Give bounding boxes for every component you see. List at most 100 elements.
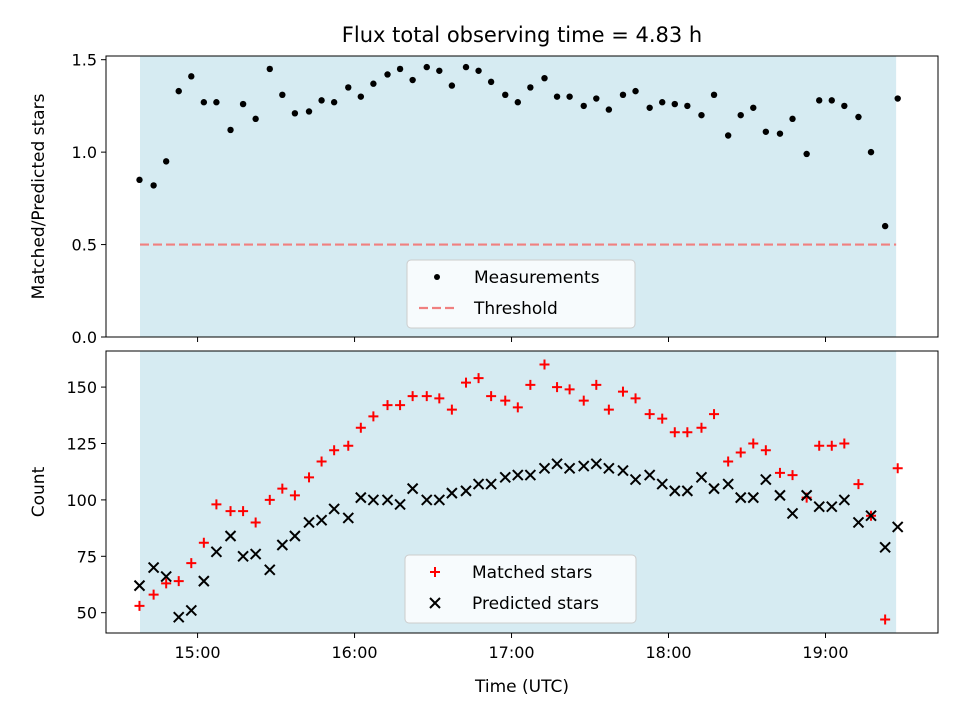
predicted-star-point [237,550,249,563]
matched-star-point [826,440,837,451]
legend-box [406,259,636,329]
matched-star-point [250,517,261,528]
legend-label: Threshold [473,299,558,319]
measurement-point [200,99,208,106]
predicted-star-point [160,570,172,583]
predicted-star-point [173,611,185,623]
predicted-star-point [681,485,694,497]
matched-star-point [880,614,891,625]
matched-star-point [225,506,236,517]
measurement-point [175,87,182,95]
predicted-star-point [551,458,563,470]
predicted-star-point [852,516,865,529]
measurement-point [502,91,509,99]
matched-star-point [421,391,432,402]
predicted-star-point [185,604,197,617]
predicted-star-point [603,462,615,475]
predicted-star-point [826,500,838,513]
predicted-star-point [656,478,668,490]
measurement-point [710,91,718,99]
matched-star-point [238,506,249,517]
predicted-star-point [367,494,380,506]
measurement-point [514,99,522,106]
legend-marker [434,274,440,280]
matched-star-point [774,467,785,478]
measurement-point [252,115,259,123]
matched-star-point [539,359,550,370]
legend-label: Predicted stars [472,594,599,614]
matched-star-point [603,404,614,415]
predicted-star-point [472,478,485,490]
measurement-point [789,115,796,123]
predicted-star-point [210,546,223,558]
matched-star-point [500,395,511,406]
measurement-point [566,93,573,100]
matched-star-point [748,438,759,449]
measurement-point [462,63,470,71]
predicted-star-point [524,469,537,481]
predicted-star-point [315,514,328,526]
matched-star-point [368,411,379,422]
measurement-point [816,97,823,104]
measurement-point [423,63,430,71]
legend-label: Measurements [474,268,600,288]
measurement-point [684,102,691,110]
measurement-point [227,126,234,134]
measurement-point [239,100,247,108]
matched-star-point [461,377,472,388]
measurement-point [881,222,889,230]
predicted-star-point [786,507,799,520]
matched-star-point [696,422,707,433]
matched-star-point [173,576,184,587]
measurement-point [136,176,143,184]
x-tick-label: 17:00 [488,643,534,662]
measurement-point [345,84,352,91]
measurement-point [266,65,273,73]
predicted-star-point [421,494,433,506]
y-axis-label: Count [29,466,49,517]
x-axis-label: Time (UTC) [474,677,569,697]
measurement-point [776,130,784,137]
measurement-point [318,97,325,104]
matched-star-point [264,494,275,505]
predicted-star-point [617,464,629,477]
matched-star-point [355,422,366,433]
matched-star-point [304,472,315,483]
measurement-point [213,99,220,106]
measurement-point [737,111,744,119]
predicted-star-point [563,462,576,475]
predicted-star-point [735,491,747,504]
predicted-star-point [394,498,406,511]
matched-star-point [839,438,850,449]
matched-star-point [434,393,445,404]
measurement-point [330,99,338,106]
predicted-star-point [813,500,825,513]
predicted-star-point [433,494,446,506]
predicted-star-point [446,487,458,499]
matched-star-point [134,600,145,611]
predicted-star-point [355,491,367,504]
y-tick-label: 75 [77,547,97,566]
measurement-point [357,93,365,100]
y-tick-label: 50 [77,604,97,623]
legend-box [404,554,637,624]
predicted-star-point [147,561,160,574]
measurement-point [867,148,875,156]
matched-star-point [473,373,484,384]
matched-star-point [395,400,406,411]
predicted-star-point [342,512,354,524]
measurement-point [475,67,482,74]
measurement-point [162,158,170,165]
measurement-point [188,73,195,80]
measurement-point [291,110,299,117]
measurement-point [305,108,313,115]
legend-marker [429,597,441,609]
measurement-point [762,128,770,135]
predicted-star-point [512,469,524,481]
y-tick-label: 1.0 [72,143,97,162]
predicted-star-point [381,494,394,506]
predicted-star-point [499,471,511,484]
predicted-star-point [578,460,590,472]
measurement-point [646,104,653,111]
